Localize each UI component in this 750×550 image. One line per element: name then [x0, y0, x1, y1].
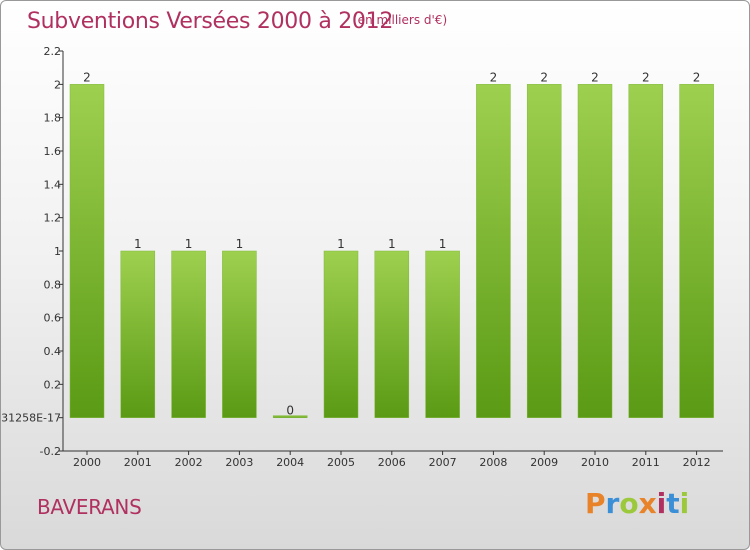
logo-letter: P [585, 487, 606, 520]
x-tick-label: 2007 [429, 456, 457, 469]
x-tick-label: 2012 [683, 456, 711, 469]
bar [526, 84, 562, 418]
bar-value-label: 1 [185, 237, 193, 251]
y-tick-label: 1 [54, 245, 61, 258]
y-tick-label: 1.8 [44, 112, 62, 125]
chart-title: Subventions Versées 2000 à 2012 [27, 9, 394, 34]
bar-value-label: 1 [337, 237, 345, 251]
x-tick-label: 2011 [632, 456, 660, 469]
x-tick-label: 2003 [225, 456, 253, 469]
logo-letter: t [666, 487, 680, 520]
bar-value-label: 2 [693, 70, 701, 84]
bar [272, 415, 308, 418]
bar-value-label: 1 [134, 237, 142, 251]
bar [679, 84, 714, 418]
bar-value-label: 2 [83, 70, 91, 84]
y-tick-label: -0.2 [40, 445, 61, 458]
bar-value-label: 0 [286, 404, 294, 418]
logo-letter: r [605, 487, 620, 520]
y-tick-label: 2 [54, 78, 61, 91]
bar [69, 84, 105, 418]
y-tick-label: 0.4 [44, 345, 62, 358]
bar-value-label: 2 [642, 70, 650, 84]
bar [323, 250, 359, 418]
y-tick-label: -5.5511151231258E-17 [1, 412, 61, 425]
x-tick-label: 2010 [581, 456, 609, 469]
bar-value-label: 2 [591, 70, 599, 84]
bar-value-label: 1 [388, 237, 396, 251]
x-tick-label: 2002 [175, 456, 203, 469]
proxiti-logo: Proxiti [585, 487, 689, 520]
logo-letter: i [679, 487, 690, 520]
x-tick-label: 2000 [73, 456, 101, 469]
bar [120, 250, 156, 418]
x-tick-label: 2004 [276, 456, 304, 469]
y-tick-label: 1.4 [44, 178, 62, 191]
bar [628, 84, 664, 418]
bar-value-label: 2 [540, 70, 548, 84]
logo-letter: x [638, 487, 657, 520]
bar [171, 250, 206, 418]
y-tick-label: 2.2 [44, 45, 62, 58]
bar-value-label: 1 [236, 237, 244, 251]
y-tick-label: 1.2 [44, 212, 62, 225]
y-tick-label: 1.6 [44, 145, 62, 158]
bar-value-label: 1 [439, 237, 447, 251]
town-name: BAVERANS [37, 495, 142, 519]
bar-value-label: 2 [490, 70, 498, 84]
logo-letter: i [656, 487, 667, 520]
x-tick-label: 2008 [479, 456, 507, 469]
chart-unit: (en milliers d'€) [353, 13, 448, 27]
x-tick-label: 2001 [124, 456, 152, 469]
bar [476, 84, 511, 418]
y-tick-label: 0.6 [44, 312, 62, 325]
bar [577, 84, 613, 418]
logo-letter: o [619, 487, 639, 520]
x-tick-label: 2005 [327, 456, 355, 469]
y-tick-label: 0.8 [44, 278, 62, 291]
x-tick-label: 2009 [530, 456, 558, 469]
bar [374, 250, 410, 418]
x-tick-label: 2006 [378, 456, 406, 469]
y-tick-label: 0.2 [44, 378, 62, 391]
bar [222, 250, 257, 418]
bar [425, 250, 460, 418]
